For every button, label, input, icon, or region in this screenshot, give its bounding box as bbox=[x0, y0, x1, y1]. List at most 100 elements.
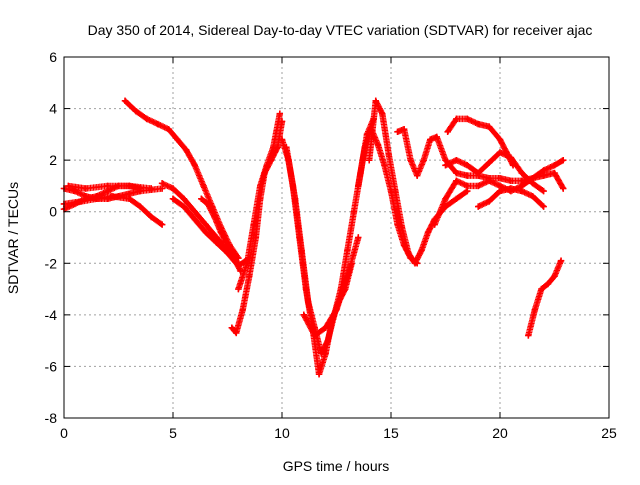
data-point bbox=[413, 172, 421, 179]
data-point bbox=[180, 203, 188, 210]
series-track-10 bbox=[235, 110, 284, 293]
data-point bbox=[560, 156, 567, 164]
data-point bbox=[424, 229, 432, 236]
data-point bbox=[230, 254, 238, 262]
data-point bbox=[444, 128, 451, 135]
y-tick-label: 2 bbox=[49, 152, 57, 168]
data-point bbox=[158, 180, 166, 187]
y-tick-label: 4 bbox=[49, 101, 57, 117]
data-point bbox=[485, 198, 493, 205]
data-point bbox=[137, 203, 144, 210]
data-point bbox=[551, 169, 558, 177]
data-point bbox=[270, 144, 277, 151]
data-point bbox=[442, 162, 449, 169]
data-point bbox=[82, 195, 89, 203]
data-point bbox=[453, 195, 460, 203]
data-point bbox=[361, 144, 369, 151]
data-point bbox=[475, 203, 482, 210]
data-point bbox=[529, 193, 536, 200]
data-point bbox=[538, 285, 545, 293]
data-point bbox=[211, 213, 218, 221]
data-point bbox=[148, 185, 155, 192]
data-point bbox=[372, 97, 379, 105]
data-point bbox=[180, 195, 188, 203]
data-point bbox=[246, 272, 253, 280]
data-point bbox=[518, 169, 525, 177]
data-point bbox=[427, 136, 434, 143]
data-point bbox=[289, 182, 297, 190]
data-point bbox=[525, 332, 532, 339]
x-tick-label: 5 bbox=[169, 425, 177, 441]
series-track-13 bbox=[300, 234, 362, 339]
data-point bbox=[464, 162, 471, 169]
chart-title: Day 350 of 2014, Sidereal Day-to-day VTE… bbox=[88, 22, 593, 38]
data-point bbox=[531, 306, 539, 313]
data-point bbox=[496, 149, 504, 156]
data-point bbox=[418, 247, 425, 254]
data-point bbox=[355, 182, 362, 190]
data-point bbox=[496, 136, 504, 143]
data-point bbox=[154, 120, 161, 128]
plot-frame bbox=[63, 56, 610, 419]
data-point bbox=[453, 169, 460, 177]
data-point bbox=[108, 193, 116, 200]
data-point bbox=[507, 185, 515, 192]
data-point bbox=[381, 162, 388, 169]
series-track-15 bbox=[366, 97, 471, 267]
data-point bbox=[257, 182, 264, 190]
data-point bbox=[191, 162, 198, 169]
data-point bbox=[82, 185, 89, 192]
data-point bbox=[344, 247, 351, 254]
x-tick-label: 10 bbox=[274, 425, 290, 441]
series-track-17 bbox=[444, 115, 517, 169]
data-point bbox=[507, 177, 515, 184]
data-point bbox=[217, 229, 225, 236]
data-point bbox=[243, 260, 251, 267]
axis-ticks: 0 5 10 15 20 25 -8 -6 -4 -2 0 2 4 6 bbox=[45, 49, 617, 441]
x-axis-label: GPS time / hours bbox=[283, 458, 390, 474]
data-point bbox=[379, 110, 386, 117]
data-point bbox=[169, 195, 177, 203]
data-point bbox=[250, 221, 257, 228]
data-point bbox=[174, 136, 181, 143]
data-point bbox=[392, 187, 399, 195]
data-point bbox=[143, 115, 151, 123]
data-point bbox=[191, 208, 198, 215]
data-point bbox=[464, 182, 471, 190]
data-point bbox=[322, 350, 329, 357]
series-track-4 bbox=[65, 182, 155, 192]
data-point bbox=[200, 182, 207, 190]
data-point bbox=[302, 285, 310, 293]
data-point bbox=[485, 177, 493, 184]
data-point bbox=[475, 182, 482, 190]
data-point bbox=[235, 285, 242, 293]
data-point bbox=[344, 272, 351, 280]
data-point bbox=[400, 126, 408, 133]
data-point bbox=[551, 162, 558, 169]
data-point bbox=[385, 151, 393, 159]
data-point bbox=[398, 223, 406, 231]
data-point bbox=[433, 133, 440, 141]
x-tick-label: 20 bbox=[492, 425, 508, 441]
data-point bbox=[442, 195, 449, 203]
series-track-20 bbox=[475, 185, 547, 210]
data-point bbox=[453, 115, 460, 123]
data-point bbox=[464, 115, 471, 123]
x-tick-label: 0 bbox=[60, 425, 68, 441]
data-point bbox=[276, 110, 284, 117]
x-tick-label: 25 bbox=[601, 425, 617, 441]
data-point bbox=[529, 180, 536, 187]
data-point bbox=[121, 97, 129, 105]
y-tick-label: 6 bbox=[49, 49, 57, 65]
data-point bbox=[132, 107, 140, 115]
y-tick-label: -8 bbox=[45, 410, 58, 426]
data-point bbox=[158, 221, 166, 228]
data-point bbox=[557, 257, 565, 264]
data-point bbox=[65, 182, 72, 190]
y-axis-label: SDTVAR / TECUs bbox=[5, 182, 21, 294]
data-point bbox=[213, 239, 220, 246]
data-point bbox=[182, 146, 190, 154]
